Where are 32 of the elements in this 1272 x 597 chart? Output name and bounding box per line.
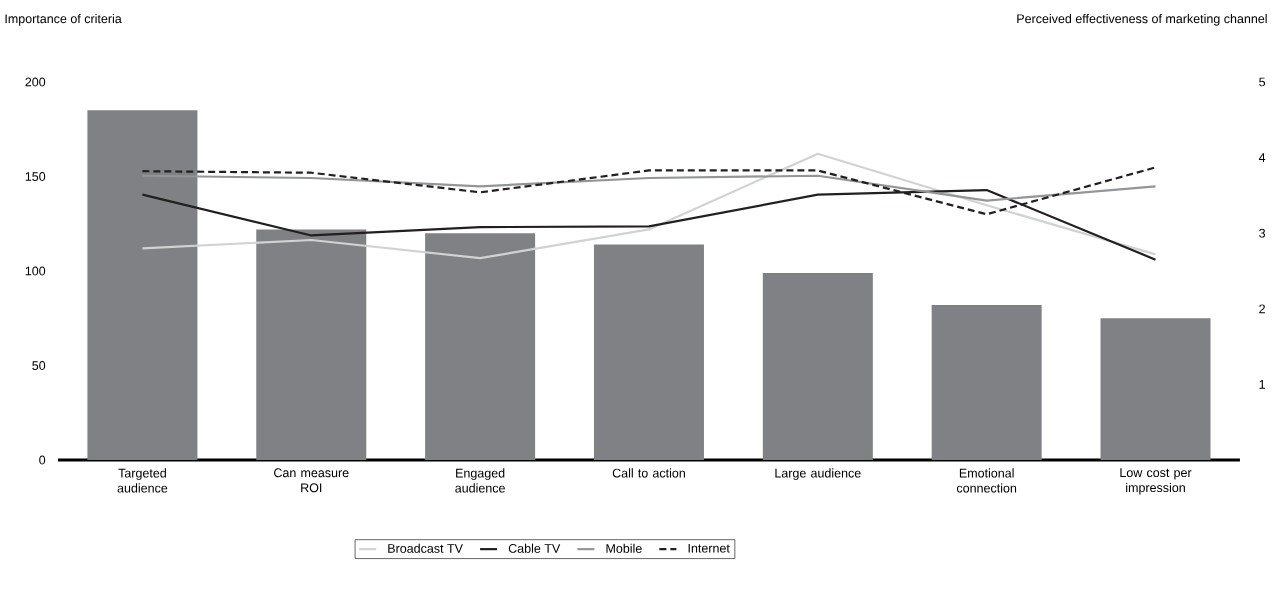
bar xyxy=(762,272,873,460)
legend-label: Mobile xyxy=(606,543,642,553)
bar xyxy=(1100,318,1211,460)
bar xyxy=(256,229,367,460)
bar xyxy=(87,110,198,460)
y-tick-label: 50 xyxy=(32,361,46,370)
y-tick-label: 150 xyxy=(25,172,46,181)
legend-label: Internet xyxy=(688,543,730,553)
y2-tick-label: 3 xyxy=(1259,228,1266,238)
x-tick-label: Targeted audience xyxy=(117,468,168,493)
legend-label: Broadcast TV xyxy=(388,543,463,553)
y2-tick-label: 2 xyxy=(1259,304,1265,314)
line-series xyxy=(141,174,1157,202)
y-tick-label: 100 xyxy=(25,266,46,276)
x-tick-label: Call to action xyxy=(612,468,685,478)
y2-axis-title: Perceived effectiveness of marketing channel xyxy=(1017,13,1267,26)
bar xyxy=(931,305,1042,460)
x-tick-label: Emotional connection xyxy=(956,468,1017,493)
y2-tick-label: 1 xyxy=(1259,380,1265,389)
y2-tick-label: 4 xyxy=(1258,153,1266,162)
bar xyxy=(425,233,536,460)
y-axis-title: Importance of criteria xyxy=(5,13,122,26)
x-tick-label: Engaged audience xyxy=(455,468,505,493)
y2-tick-label: 5 xyxy=(1259,77,1266,87)
y-tick-label: 0 xyxy=(39,455,46,465)
bar xyxy=(593,244,704,460)
x-tick-label: Can measure ROI xyxy=(274,468,349,493)
x-tick-label: Large audience xyxy=(775,468,861,480)
legend-label: Cable TV xyxy=(508,543,561,553)
x-tick-label: Low cost per impression xyxy=(1120,468,1192,495)
y-tick-label: 200 xyxy=(25,77,46,87)
line-series xyxy=(141,152,1157,260)
